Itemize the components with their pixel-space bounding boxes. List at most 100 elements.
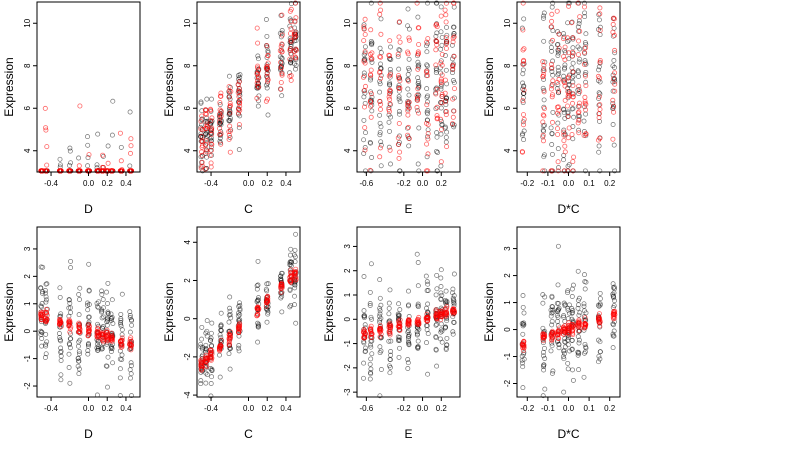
- data-point: [226, 118, 232, 124]
- data-point: [368, 323, 374, 329]
- data-point: [44, 339, 50, 345]
- data-point: [406, 342, 412, 348]
- data-point: [67, 300, 73, 306]
- data-point: [610, 345, 616, 351]
- data-point: [396, 66, 402, 72]
- data-point: [226, 319, 232, 325]
- data-point: [387, 53, 393, 59]
- data-point: [549, 130, 555, 136]
- data-point: [438, 60, 444, 66]
- data-point: [227, 149, 233, 155]
- data-point: [209, 128, 215, 134]
- data-point: [378, 7, 384, 13]
- data-point: [368, 371, 374, 377]
- data-point: [397, 345, 402, 351]
- data-point: [443, 345, 449, 351]
- data-point: [386, 94, 392, 100]
- data-point: [279, 93, 285, 99]
- data-point: [68, 305, 73, 311]
- data-point: [254, 71, 260, 77]
- data-point: [362, 83, 368, 89]
- data-point: [287, 56, 293, 62]
- data-point: [549, 370, 555, 376]
- data-point: [204, 363, 210, 369]
- data-point: [369, 108, 375, 114]
- data-point: [237, 303, 243, 308]
- y-axis-title: Expression: [482, 57, 496, 116]
- data-point: [204, 318, 210, 324]
- data-point: [405, 112, 411, 118]
- data-point: [207, 106, 213, 112]
- data-point: [386, 73, 392, 79]
- data-point: [562, 143, 568, 149]
- y-axis-title: Expression: [322, 282, 336, 341]
- data-point: [415, 338, 421, 344]
- data-point: [39, 343, 45, 349]
- data-point: [287, 274, 293, 280]
- data-point: [56, 331, 62, 336]
- data-point: [254, 80, 260, 86]
- data-point: [425, 134, 430, 140]
- data-point: [577, 89, 583, 95]
- data-point: [437, 336, 443, 342]
- data-point: [405, 360, 411, 366]
- data-point: [104, 327, 110, 333]
- data-point: [86, 152, 92, 158]
- data-point: [416, 62, 422, 68]
- data-point: [377, 393, 383, 399]
- data-point: [424, 315, 430, 321]
- data-point: [209, 320, 215, 326]
- data-point: [396, 301, 402, 307]
- data-point: [414, 251, 420, 257]
- data-point: [596, 137, 602, 143]
- data-point: [204, 123, 210, 129]
- data-point: [439, 122, 445, 128]
- data-point: [362, 32, 368, 38]
- data-point: [561, 348, 567, 354]
- data-point: [369, 351, 375, 357]
- data-point: [254, 25, 260, 31]
- data-point: [227, 100, 233, 106]
- data-point: [204, 328, 210, 334]
- data-point: [561, 132, 567, 138]
- data-point: [377, 120, 383, 126]
- data-point: [377, 45, 383, 51]
- data-point: [612, 88, 618, 94]
- data-point: [119, 357, 125, 362]
- data-point: [104, 289, 109, 295]
- data-point: [570, 168, 576, 174]
- data-point: [395, 51, 401, 57]
- data-point: [405, 124, 411, 130]
- data-point: [292, 29, 298, 35]
- y-tick-label: 4: [503, 148, 512, 153]
- data-point: [434, 86, 440, 92]
- y-tick-label: 6: [23, 105, 32, 110]
- data-point: [208, 118, 214, 124]
- y-tick-label: 3: [23, 246, 32, 251]
- data-point: [105, 354, 111, 360]
- data-point: [236, 122, 242, 128]
- data-point: [209, 125, 215, 131]
- data-point: [583, 79, 589, 85]
- data-point: [368, 114, 374, 120]
- data-point: [549, 318, 555, 324]
- data-point: [43, 294, 49, 300]
- data-point: [387, 287, 393, 293]
- data-point: [67, 148, 73, 154]
- data-point: [66, 365, 72, 370]
- data-point: [99, 164, 105, 170]
- data-point: [597, 102, 603, 108]
- data-point: [610, 291, 616, 297]
- data-point: [287, 8, 293, 14]
- data-point: [208, 330, 214, 336]
- data-point: [99, 168, 105, 174]
- x-tick-label: 0.1: [584, 179, 596, 188]
- y-tick-label: 4: [343, 148, 352, 153]
- data-point: [127, 150, 133, 156]
- data-point: [264, 33, 270, 39]
- data-point: [555, 131, 561, 137]
- data-point: [406, 37, 412, 43]
- data-point: [208, 357, 214, 363]
- data-point: [550, 109, 556, 115]
- data-point: [129, 318, 134, 324]
